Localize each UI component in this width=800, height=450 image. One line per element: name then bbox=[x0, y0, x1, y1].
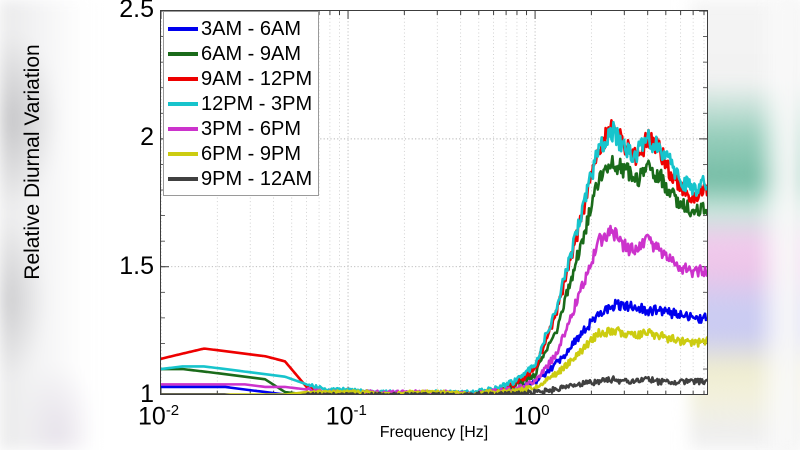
x-axis-label: Frequency [Hz] bbox=[379, 424, 489, 441]
x-tick-label: 100 bbox=[513, 403, 549, 429]
x-tick-mantissa: 10 bbox=[138, 402, 166, 431]
legend-item[interactable]: 3AM - 6AM bbox=[168, 16, 314, 41]
legend-color-swatch bbox=[168, 26, 198, 31]
legend-item-label: 3AM - 6AM bbox=[201, 17, 302, 40]
legend[interactable]: 3AM - 6AM 6AM - 9AM 9AM - 12PM 12PM - 3PM 3P… bbox=[163, 11, 319, 196]
y-tick-label: 1.5 bbox=[119, 251, 154, 280]
blurred-right-fade bbox=[754, 0, 800, 450]
legend-color-swatch bbox=[168, 126, 198, 131]
legend-color-swatch bbox=[168, 151, 198, 156]
legend-item[interactable]: 12PM - 3PM bbox=[168, 91, 314, 116]
legend-color-swatch bbox=[168, 76, 198, 81]
x-tick-label: 10-2 bbox=[138, 403, 179, 429]
blurred-left-edge bbox=[0, 0, 92, 450]
y-tick-label: 2.5 bbox=[119, 0, 154, 23]
y-axis-label: Relative Diurnal Variation bbox=[21, 44, 44, 280]
plot-area: 3AM - 6AM 6AM - 9AM 9AM - 12PM 12PM - 3PM 3P… bbox=[160, 10, 708, 395]
legend-item[interactable]: 9PM - 12AM bbox=[168, 166, 314, 191]
legend-item[interactable]: 3PM - 6PM bbox=[168, 116, 314, 141]
legend-item-label: 9PM - 12AM bbox=[201, 167, 313, 190]
legend-item[interactable]: 6PM - 9PM bbox=[168, 141, 314, 166]
x-tick-label: 10-1 bbox=[326, 403, 367, 429]
legend-item[interactable]: 6AM - 9AM bbox=[168, 41, 314, 66]
x-axis-label-wrap: Frequency [Hz] bbox=[160, 424, 708, 442]
y-tick-label: 1 bbox=[140, 380, 154, 408]
legend-item-label: 12PM - 3PM bbox=[201, 92, 313, 115]
x-tick-mantissa: 10 bbox=[513, 402, 542, 431]
x-tick-exponent: 0 bbox=[541, 402, 550, 419]
legend-item-label: 3PM - 6PM bbox=[201, 117, 302, 140]
legend-item-label: 6AM - 9AM bbox=[201, 42, 302, 65]
legend-color-swatch bbox=[168, 176, 198, 181]
legend-color-swatch bbox=[168, 51, 198, 56]
x-tick-exponent: -1 bbox=[353, 402, 367, 419]
legend-item-label: 6PM - 9PM bbox=[201, 142, 302, 165]
x-tick-mantissa: 10 bbox=[325, 402, 354, 431]
legend-item[interactable]: 9AM - 12PM bbox=[168, 66, 314, 91]
legend-color-swatch bbox=[168, 101, 198, 106]
data-curves bbox=[161, 119, 707, 394]
legend-item-label: 9AM - 12PM bbox=[201, 67, 313, 90]
y-tick-label: 2 bbox=[140, 123, 154, 152]
x-tick-exponent: -2 bbox=[165, 402, 180, 419]
